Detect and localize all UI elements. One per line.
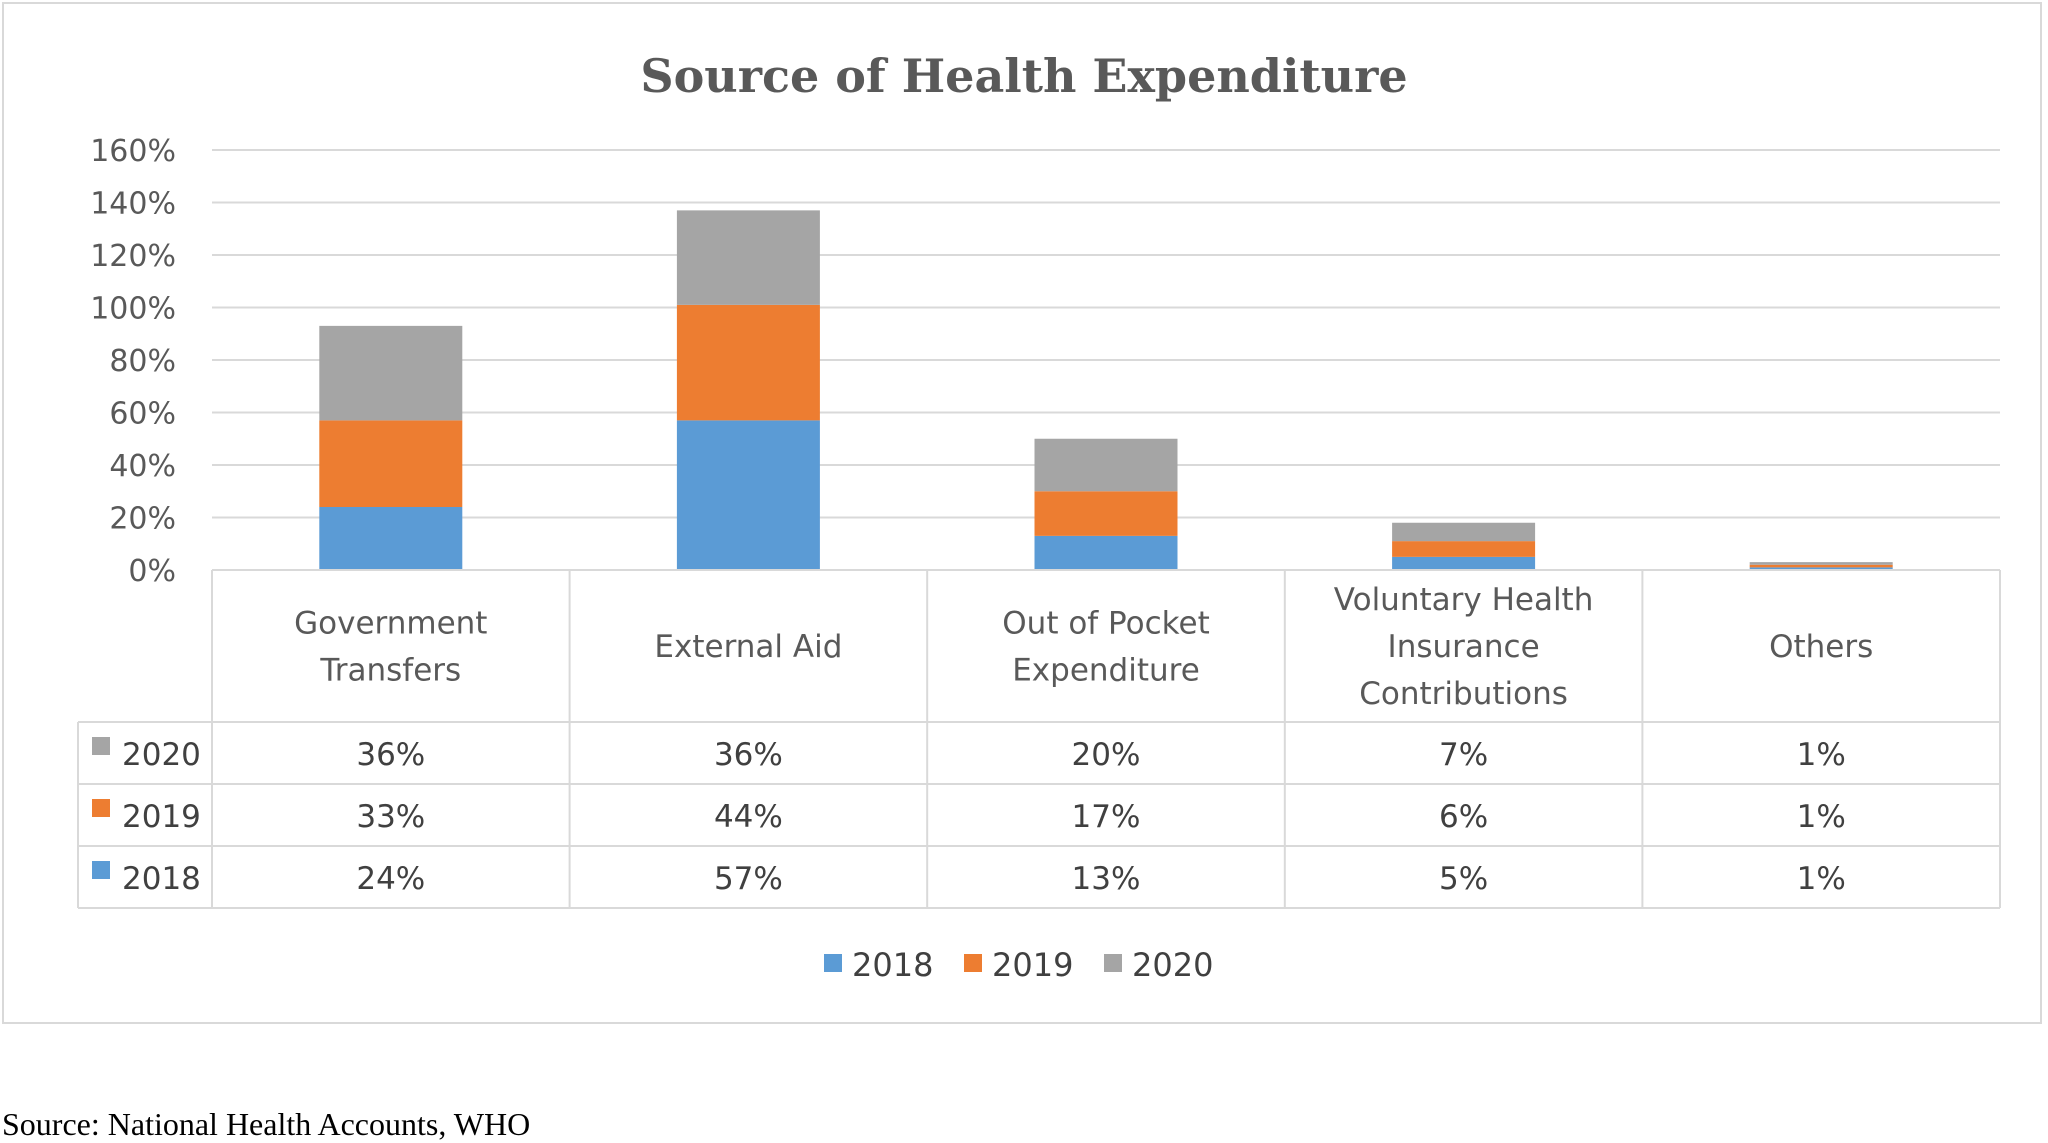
chart-svg: Source of Health Expenditure 0% 20% 40% 60%… (77, 49, 2001, 984)
y-tick-label: 60% (109, 397, 176, 432)
y-tick-label: 120% (90, 239, 176, 274)
table-cell-value: 57% (714, 861, 783, 897)
bar-segment-2018 (319, 507, 463, 570)
bar-segment-2019 (319, 420, 463, 507)
bar-segment-2018 (1392, 556, 1536, 570)
bar-segment-2020 (1392, 522, 1536, 542)
table-row-label: 2018 (122, 861, 201, 897)
table-cell-value: 20% (1072, 737, 1141, 773)
y-tick-label: 100% (90, 292, 176, 327)
legend-label: 2018 (852, 946, 933, 984)
bar-segment-2020 (676, 210, 820, 305)
table-cell-value: 24% (356, 861, 425, 897)
legend: 2018 2019 2020 (824, 946, 1213, 984)
source-note: Source: National Health Accounts, WHO (2, 1106, 531, 1142)
table-cell-value: 36% (356, 737, 425, 773)
y-tick-label: 160% (90, 134, 176, 169)
grid-lines (212, 149, 2000, 519)
table-cell-value: 5% (1439, 861, 1488, 897)
bar-segment-2020 (1034, 438, 1178, 492)
table-cell-value: 7% (1439, 737, 1488, 773)
legend-key-2019 (964, 954, 982, 972)
bar-segment-2018 (1034, 535, 1178, 570)
legend-key-2020 (1104, 954, 1122, 972)
chart-title: Source of Health Expenditure (640, 49, 1407, 103)
category-label: Out of Pocket Expenditure (1002, 606, 1209, 689)
table-cell-value: 36% (714, 737, 783, 773)
table-cell-value: 33% (356, 799, 425, 835)
table-row-label: 2020 (122, 737, 201, 773)
table-row-key-2018 (92, 861, 110, 879)
table-cell-value: 13% (1072, 861, 1141, 897)
table-cell-value: 6% (1439, 799, 1488, 835)
table-row-label: 2019 (122, 799, 201, 835)
chart-frame: Source of Health Expenditure 0% 20% 40% 60%… (2, 2, 2042, 1024)
bar-segment-2019 (1749, 564, 1893, 568)
table-row-key-2020 (92, 737, 110, 755)
y-tick-label: 140% (90, 187, 176, 222)
legend-key-2018 (824, 954, 842, 972)
data-table: Government Transfers External Aid Out of Po… (77, 569, 2001, 909)
legend-label: 2020 (1132, 946, 1213, 984)
table-cell-value: 1% (1797, 737, 1846, 773)
category-label: Government Transfers (294, 606, 487, 689)
category-label: External Aid (654, 629, 842, 665)
y-tick-label: 80% (109, 344, 176, 379)
y-tick-label: 20% (109, 502, 176, 537)
y-tick-label: 40% (109, 449, 176, 484)
category-label: Voluntary Health Insurance Contributions (1334, 582, 1594, 712)
legend-label: 2019 (992, 946, 1073, 984)
bar-segment-2019 (1034, 491, 1178, 536)
bars (319, 210, 1893, 570)
y-axis-ticks: 0% 20% 40% 60% 80% 100% 120% 140% 160% (90, 134, 176, 589)
bar-segment-2020 (1749, 562, 1893, 565)
table-cell-value: 1% (1797, 799, 1846, 835)
table-cell-value: 44% (714, 799, 783, 835)
table-row-key-2019 (92, 799, 110, 817)
y-tick-label: 0% (128, 554, 176, 589)
bar-segment-2019 (1392, 541, 1536, 557)
table-cell-value: 1% (1797, 861, 1846, 897)
bar-segment-2020 (319, 325, 463, 421)
bar-segment-2019 (676, 304, 820, 421)
table-cell-value: 17% (1072, 799, 1141, 835)
bar-segment-2018 (1749, 567, 1893, 570)
bar-segment-2018 (676, 420, 820, 570)
category-label: Others (1769, 629, 1873, 665)
